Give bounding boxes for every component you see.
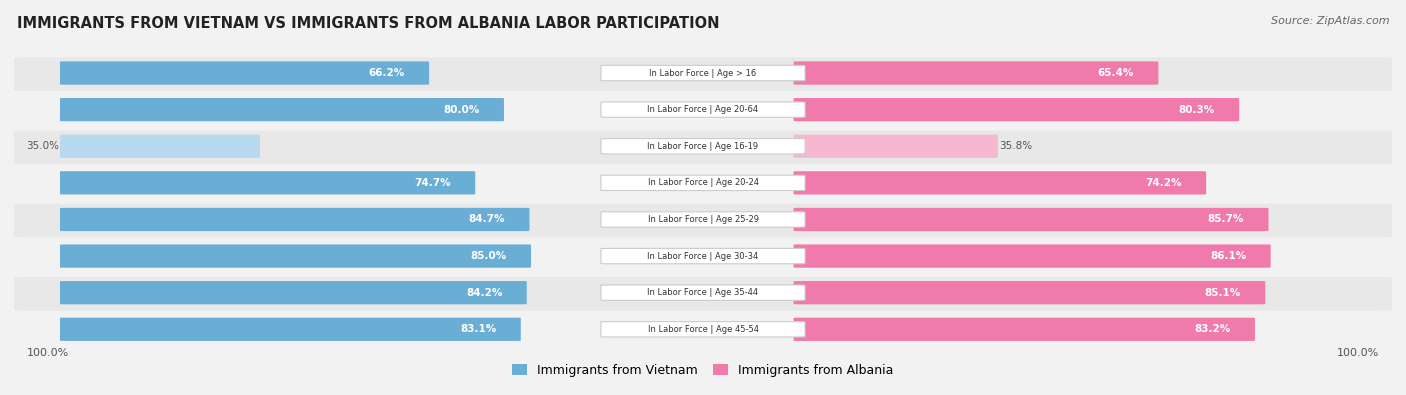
Text: 100.0%: 100.0% bbox=[1337, 348, 1379, 358]
Text: 66.2%: 66.2% bbox=[368, 68, 405, 78]
FancyBboxPatch shape bbox=[600, 139, 806, 154]
Text: 86.1%: 86.1% bbox=[1211, 251, 1246, 261]
Text: In Labor Force | Age 16-19: In Labor Force | Age 16-19 bbox=[647, 142, 759, 151]
Text: 85.7%: 85.7% bbox=[1208, 214, 1244, 224]
Text: In Labor Force | Age 20-64: In Labor Force | Age 20-64 bbox=[647, 105, 759, 114]
FancyBboxPatch shape bbox=[14, 94, 1392, 128]
Text: In Labor Force | Age 30-34: In Labor Force | Age 30-34 bbox=[647, 252, 759, 261]
FancyBboxPatch shape bbox=[60, 208, 530, 231]
Text: In Labor Force | Age 25-29: In Labor Force | Age 25-29 bbox=[648, 215, 758, 224]
FancyBboxPatch shape bbox=[600, 65, 806, 81]
FancyBboxPatch shape bbox=[600, 285, 806, 300]
FancyBboxPatch shape bbox=[600, 102, 806, 117]
Text: 80.0%: 80.0% bbox=[443, 105, 479, 115]
Text: In Labor Force | Age 20-24: In Labor Force | Age 20-24 bbox=[648, 179, 758, 187]
Text: In Labor Force | Age > 16: In Labor Force | Age > 16 bbox=[650, 68, 756, 77]
Text: 74.7%: 74.7% bbox=[415, 178, 451, 188]
FancyBboxPatch shape bbox=[793, 61, 1159, 85]
Text: 84.2%: 84.2% bbox=[467, 288, 502, 298]
FancyBboxPatch shape bbox=[60, 61, 429, 85]
FancyBboxPatch shape bbox=[14, 130, 1392, 164]
FancyBboxPatch shape bbox=[600, 175, 806, 190]
FancyBboxPatch shape bbox=[793, 245, 1271, 268]
FancyBboxPatch shape bbox=[793, 98, 1239, 121]
FancyBboxPatch shape bbox=[14, 167, 1392, 201]
Text: 80.3%: 80.3% bbox=[1178, 105, 1215, 115]
Text: 100.0%: 100.0% bbox=[27, 348, 69, 358]
Text: 85.1%: 85.1% bbox=[1205, 288, 1241, 298]
Text: 83.1%: 83.1% bbox=[460, 324, 496, 334]
FancyBboxPatch shape bbox=[14, 240, 1392, 274]
FancyBboxPatch shape bbox=[600, 248, 806, 264]
FancyBboxPatch shape bbox=[14, 277, 1392, 310]
FancyBboxPatch shape bbox=[793, 135, 998, 158]
FancyBboxPatch shape bbox=[14, 204, 1392, 237]
FancyBboxPatch shape bbox=[60, 171, 475, 194]
FancyBboxPatch shape bbox=[793, 281, 1265, 304]
FancyBboxPatch shape bbox=[793, 318, 1256, 341]
Text: In Labor Force | Age 45-54: In Labor Force | Age 45-54 bbox=[648, 325, 758, 334]
Legend: Immigrants from Vietnam, Immigrants from Albania: Immigrants from Vietnam, Immigrants from… bbox=[509, 360, 897, 380]
Text: 35.8%: 35.8% bbox=[1000, 141, 1032, 151]
Text: Source: ZipAtlas.com: Source: ZipAtlas.com bbox=[1271, 16, 1389, 26]
FancyBboxPatch shape bbox=[60, 281, 527, 304]
Text: IMMIGRANTS FROM VIETNAM VS IMMIGRANTS FROM ALBANIA LABOR PARTICIPATION: IMMIGRANTS FROM VIETNAM VS IMMIGRANTS FR… bbox=[17, 16, 720, 31]
Text: 83.2%: 83.2% bbox=[1195, 324, 1230, 334]
FancyBboxPatch shape bbox=[60, 318, 520, 341]
FancyBboxPatch shape bbox=[600, 212, 806, 227]
FancyBboxPatch shape bbox=[793, 171, 1206, 194]
FancyBboxPatch shape bbox=[60, 135, 260, 158]
Text: 74.2%: 74.2% bbox=[1146, 178, 1182, 188]
FancyBboxPatch shape bbox=[600, 322, 806, 337]
FancyBboxPatch shape bbox=[60, 245, 531, 268]
FancyBboxPatch shape bbox=[60, 98, 503, 121]
FancyBboxPatch shape bbox=[14, 57, 1392, 91]
Text: 84.7%: 84.7% bbox=[468, 214, 505, 224]
FancyBboxPatch shape bbox=[793, 208, 1268, 231]
FancyBboxPatch shape bbox=[14, 314, 1392, 347]
Text: In Labor Force | Age 35-44: In Labor Force | Age 35-44 bbox=[647, 288, 759, 297]
Text: 65.4%: 65.4% bbox=[1098, 68, 1135, 78]
Text: 35.0%: 35.0% bbox=[25, 141, 59, 151]
Text: 85.0%: 85.0% bbox=[471, 251, 506, 261]
